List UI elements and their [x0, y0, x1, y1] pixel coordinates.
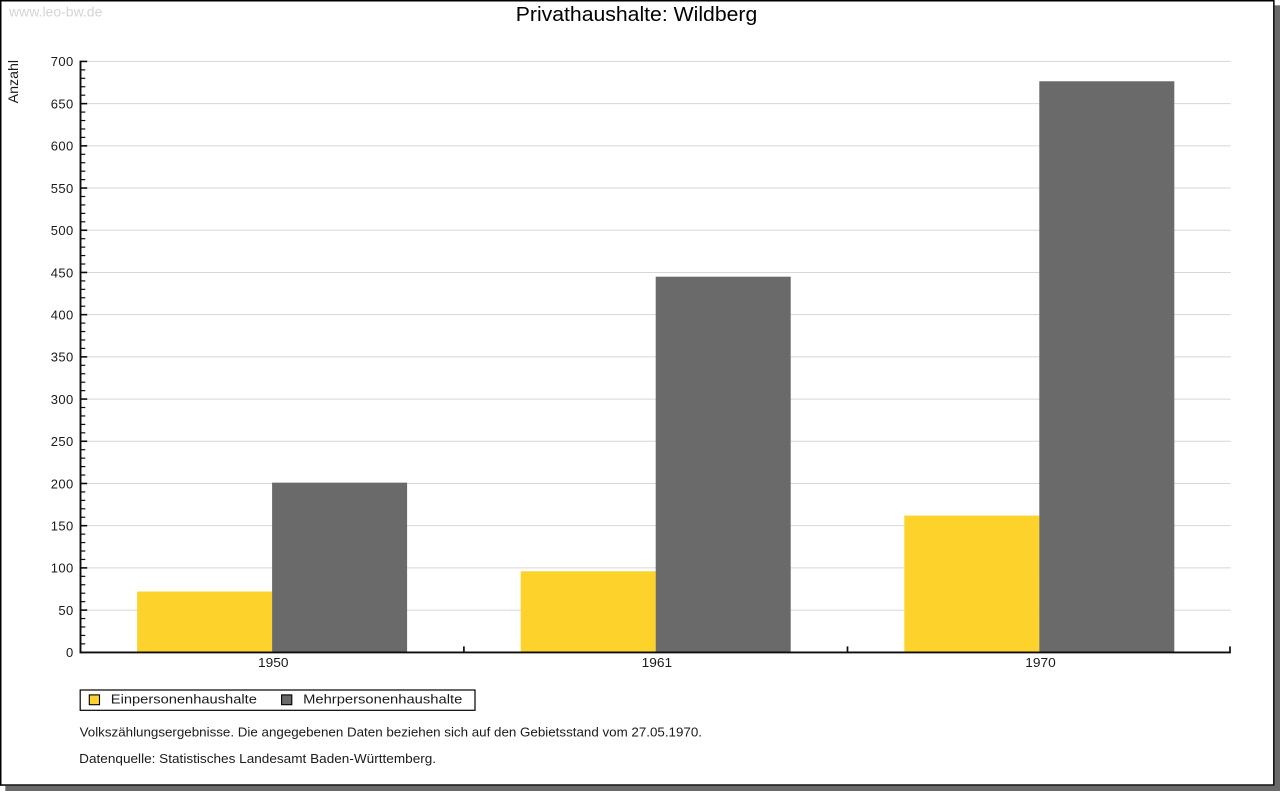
svg-text:400: 400: [51, 307, 74, 322]
svg-text:1950: 1950: [258, 655, 289, 670]
svg-text:650: 650: [51, 96, 74, 111]
svg-text:300: 300: [51, 392, 74, 407]
svg-text:Privathaushalte: Wildberg: Privathaushalte: Wildberg: [516, 4, 758, 26]
svg-text:550: 550: [51, 181, 74, 196]
svg-text:0: 0: [66, 645, 74, 660]
svg-text:1970: 1970: [1025, 655, 1056, 670]
svg-text:Mehrpersonenhaushalte: Mehrpersonenhaushalte: [303, 692, 462, 707]
svg-text:50: 50: [58, 603, 73, 618]
svg-text:1961: 1961: [642, 655, 673, 670]
svg-text:100: 100: [51, 561, 74, 576]
svg-text:150: 150: [51, 518, 74, 533]
svg-text:Volkszählungsergebnisse. Die a: Volkszählungsergebnisse. Die angegebenen…: [80, 724, 702, 739]
svg-text:350: 350: [51, 350, 74, 365]
svg-text:Einpersonenhaushalte: Einpersonenhaushalte: [111, 692, 257, 707]
svg-text:Anzahl: Anzahl: [5, 60, 21, 104]
svg-text:600: 600: [51, 139, 74, 154]
svg-text:Datenquelle: Statistisches Lan: Datenquelle: Statistisches Landesamt Bad…: [79, 751, 436, 766]
svg-text:200: 200: [51, 476, 74, 491]
svg-text:250: 250: [51, 434, 74, 449]
svg-text:www.leo-bw.de: www.leo-bw.de: [8, 4, 103, 20]
svg-text:450: 450: [51, 265, 74, 280]
svg-text:500: 500: [51, 223, 74, 238]
svg-text:700: 700: [51, 54, 74, 69]
